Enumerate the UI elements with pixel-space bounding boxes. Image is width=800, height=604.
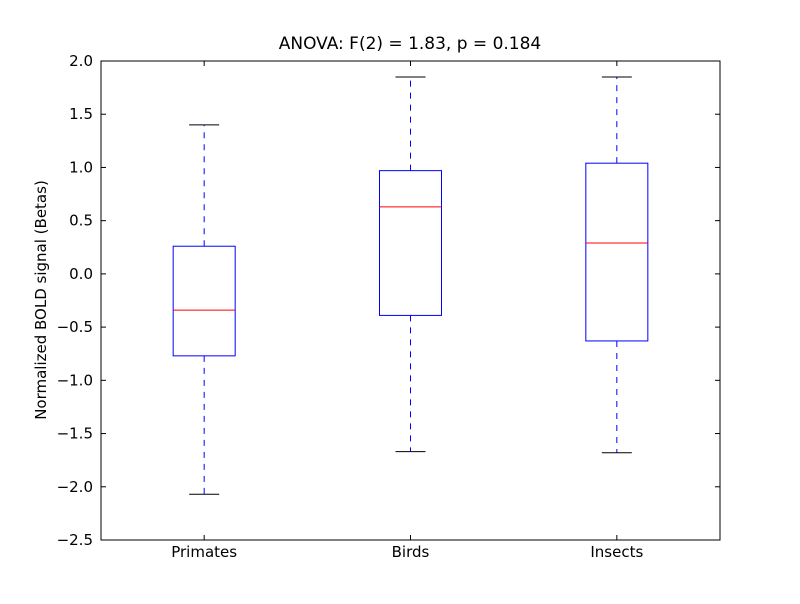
plot-frame (100, 60, 721, 541)
y-tick-label: 0.5 (69, 212, 93, 230)
y-tick-label: −1.5 (57, 425, 93, 443)
y-tick-label: 2.0 (69, 52, 93, 70)
y-tick-label: −1.0 (57, 371, 93, 389)
x-tick-label: Insects (590, 543, 643, 561)
y-tick-label: −2.0 (57, 478, 93, 496)
x-tick-label: Birds (392, 543, 430, 561)
y-tick-label: −2.5 (57, 531, 93, 549)
chart-title: ANOVA: F(2) = 1.83, p = 0.184 (279, 34, 542, 54)
box-primates (172, 245, 236, 357)
y-axis-label: Normalized BOLD signal (Betas) (32, 180, 50, 420)
y-tick-label: 1.5 (69, 105, 93, 123)
y-tick-label: 1.0 (69, 158, 93, 176)
x-tick-label: Primates (171, 543, 237, 561)
box-birds (379, 170, 442, 316)
y-tick-label: −0.5 (57, 318, 93, 336)
y-tick-label: 0.0 (69, 265, 93, 283)
box-insects (585, 162, 649, 342)
